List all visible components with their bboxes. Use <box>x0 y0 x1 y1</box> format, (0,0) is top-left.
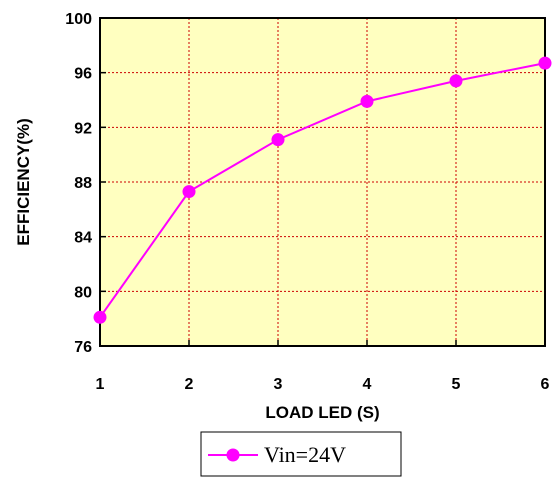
data-point <box>271 133 285 147</box>
series-layer <box>93 56 552 324</box>
data-point <box>182 185 196 199</box>
x-tick-label: 5 <box>452 376 461 393</box>
legend: Vin=24V <box>200 431 402 477</box>
x-tick-label: 3 <box>274 376 283 393</box>
y-tick-label: 92 <box>74 120 92 137</box>
legend-marker-swatch <box>226 448 240 462</box>
x-axis-label: LOAD LED (S) <box>265 403 379 422</box>
data-point <box>449 74 463 88</box>
x-tick-label: 2 <box>185 376 194 393</box>
x-tick-label: 4 <box>363 376 372 393</box>
data-point <box>360 94 374 108</box>
legend-entry-label: Vin=24V <box>264 442 346 467</box>
series-line <box>99 62 546 318</box>
y-axis-label: EFFICIENCY(%) <box>14 118 33 246</box>
x-tick-label: 1 <box>96 376 105 393</box>
y-tick-label: 80 <box>74 284 92 301</box>
x-axis-ticks: 1 2 3 4 5 6 <box>96 340 550 393</box>
data-point <box>93 310 107 324</box>
y-tick-label: 88 <box>74 175 92 192</box>
grid <box>100 18 545 346</box>
data-point <box>538 56 552 70</box>
y-tick-label: 84 <box>74 230 92 247</box>
plot-area <box>100 18 545 346</box>
y-tick-label: 96 <box>74 66 92 83</box>
x-tick-label: 6 <box>541 376 550 393</box>
y-tick-label: 76 <box>74 339 92 356</box>
y-axis-ticks: 76 80 84 88 92 96 100 <box>65 11 106 356</box>
y-tick-label: 100 <box>65 11 92 28</box>
